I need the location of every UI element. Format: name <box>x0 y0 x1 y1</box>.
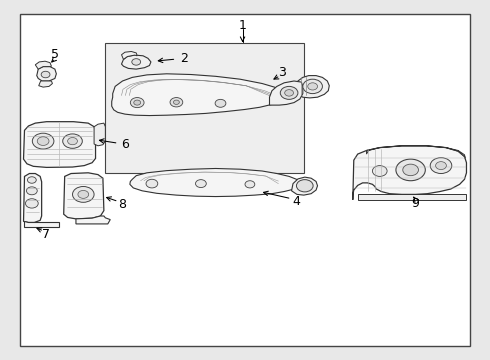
Circle shape <box>32 133 54 149</box>
Polygon shape <box>358 194 466 200</box>
Circle shape <box>285 90 294 96</box>
Circle shape <box>296 180 313 192</box>
Circle shape <box>170 98 183 107</box>
Circle shape <box>37 137 49 145</box>
Polygon shape <box>76 216 110 224</box>
Circle shape <box>78 190 89 198</box>
Circle shape <box>308 83 318 90</box>
Circle shape <box>68 138 77 145</box>
Text: 8: 8 <box>119 198 126 211</box>
Polygon shape <box>353 146 466 200</box>
Polygon shape <box>24 221 59 227</box>
Polygon shape <box>37 67 56 81</box>
Circle shape <box>403 164 418 176</box>
Polygon shape <box>35 61 51 69</box>
Circle shape <box>245 181 255 188</box>
Polygon shape <box>270 81 303 105</box>
Circle shape <box>130 98 144 108</box>
Circle shape <box>41 71 50 78</box>
Polygon shape <box>296 76 329 98</box>
Circle shape <box>436 162 446 170</box>
Circle shape <box>26 187 37 195</box>
Polygon shape <box>64 173 104 219</box>
Circle shape <box>63 134 82 148</box>
Circle shape <box>134 100 141 105</box>
Circle shape <box>27 177 36 183</box>
Circle shape <box>196 180 206 188</box>
Polygon shape <box>24 174 42 222</box>
Polygon shape <box>94 123 105 146</box>
Polygon shape <box>130 168 299 197</box>
Circle shape <box>73 186 94 202</box>
Circle shape <box>25 199 38 208</box>
Text: 2: 2 <box>180 52 188 65</box>
Text: 9: 9 <box>412 197 419 210</box>
Circle shape <box>173 100 179 104</box>
Polygon shape <box>122 51 137 59</box>
Text: 3: 3 <box>278 66 286 78</box>
Circle shape <box>430 158 452 174</box>
Polygon shape <box>112 74 284 116</box>
Text: 1: 1 <box>239 19 246 32</box>
Circle shape <box>280 86 298 99</box>
Polygon shape <box>39 81 52 87</box>
Text: 5: 5 <box>51 48 59 61</box>
Circle shape <box>132 59 141 65</box>
Polygon shape <box>122 55 151 69</box>
Polygon shape <box>24 122 96 167</box>
Text: 7: 7 <box>42 228 49 241</box>
Polygon shape <box>292 177 318 195</box>
Text: 4: 4 <box>293 195 300 208</box>
Bar <box>105 43 304 173</box>
Circle shape <box>303 79 322 94</box>
Circle shape <box>146 179 158 188</box>
Circle shape <box>372 166 387 176</box>
Circle shape <box>396 159 425 181</box>
Polygon shape <box>367 146 465 159</box>
Circle shape <box>215 99 226 107</box>
Text: 6: 6 <box>121 138 129 150</box>
